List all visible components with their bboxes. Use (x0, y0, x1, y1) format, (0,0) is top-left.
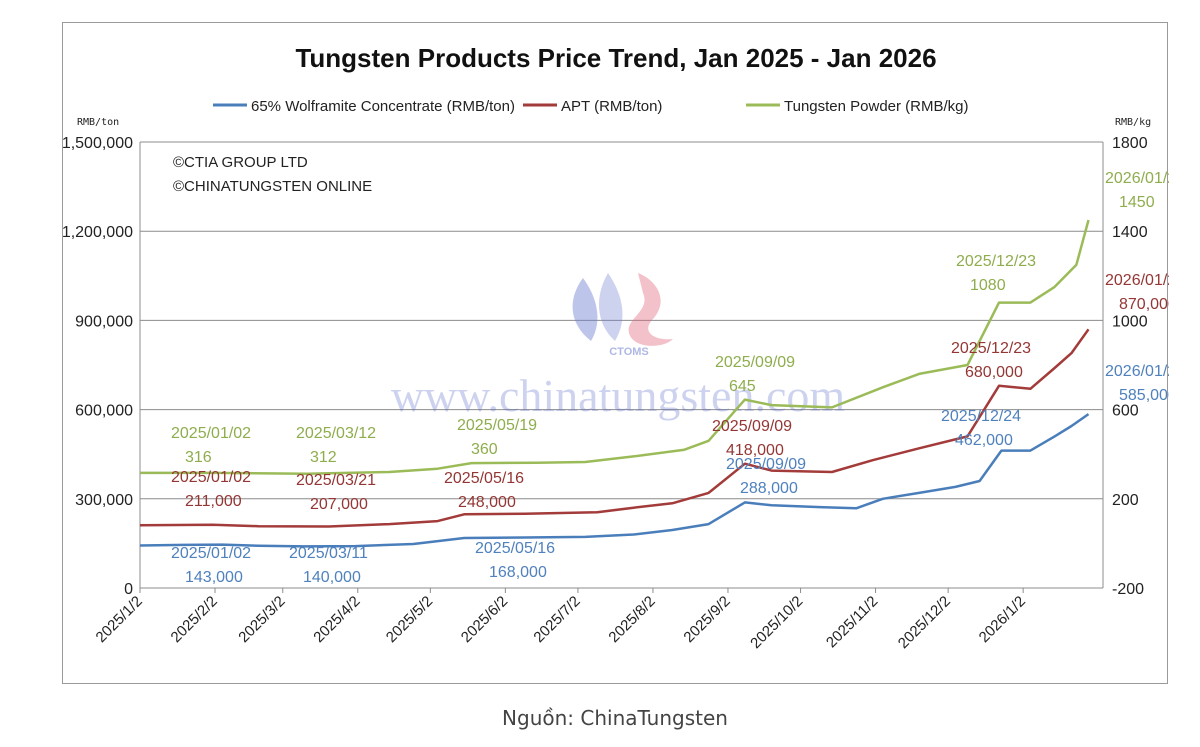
data-label-date: 2025/03/11 (289, 545, 368, 562)
data-label-value: 585,000 (1119, 387, 1169, 404)
copyright-text: ©CHINATUNGSTEN ONLINE (173, 178, 372, 195)
data-label-value: 288,000 (740, 480, 798, 497)
data-label-date: 2025/03/12 (296, 425, 376, 442)
y-left-unit: RMB/ton (77, 117, 119, 128)
data-label-value: 870,000 (1119, 296, 1169, 313)
y-left-tick-label: 1,200,000 (63, 224, 133, 241)
x-tick-label: 2025/3/2 (235, 593, 288, 646)
data-label-value: 248,000 (458, 494, 516, 511)
data-label-value: 418,000 (726, 442, 784, 459)
y-left-tick-label: 300,000 (75, 492, 133, 509)
series-line (139, 328, 1090, 528)
y-left-tick-label: 900,000 (75, 313, 133, 330)
data-label-value: 316 (185, 449, 212, 466)
data-label-value: 312 (310, 449, 337, 466)
data-label-date: 2025/09/09 (712, 418, 792, 435)
data-label-date: 2025/01/02 (171, 469, 251, 486)
data-label-value: 143,000 (185, 569, 243, 586)
x-tick-label: 2025/7/2 (530, 593, 583, 646)
x-tick-label: 2026/1/2 (976, 593, 1029, 646)
watermark-logo-shape (598, 273, 623, 341)
data-label-value: 462,000 (955, 432, 1013, 449)
legend-label: 65% Wolframite Concentrate (RMB/ton) (251, 98, 515, 115)
series-line (140, 219, 1090, 476)
y-right-unit: RMB/kg (1115, 117, 1151, 128)
data-label-value: 168,000 (489, 564, 547, 581)
y-right-tick-label: 600 (1112, 403, 1139, 420)
data-label-date: 2026/01/29 (1105, 363, 1169, 380)
data-label-date: 2025/05/16 (475, 540, 555, 557)
x-tick-label: 2025/4/2 (310, 593, 363, 646)
source-caption: Nguồn: ChinaTungsten (502, 706, 728, 730)
watermark-logo-shape (628, 273, 673, 346)
x-tick-label: 2025/9/2 (680, 593, 733, 646)
data-label-date: 2025/09/09 (726, 456, 806, 473)
price-trend-chart: Tungsten Products Price Trend, Jan 2025 … (63, 43, 1169, 652)
y-right-tick-label: 1400 (1112, 224, 1148, 241)
data-label-date: 2025/12/23 (956, 253, 1036, 270)
data-label-date: 2025/05/19 (457, 417, 537, 434)
x-tick-label: 2025/11/2 (823, 593, 881, 651)
data-label-value: 211,000 (185, 493, 242, 510)
x-tick-label: 2025/1/2 (93, 593, 146, 646)
watermark-logo-text: CTOMS (609, 346, 649, 358)
data-label-value: 680,000 (965, 364, 1023, 381)
data-label-value: 140,000 (303, 569, 361, 586)
y-right-tick-label: 1800 (1112, 135, 1148, 152)
data-label-value: 1080 (970, 277, 1006, 294)
legend-label: APT (RMB/ton) (561, 98, 662, 115)
x-tick-label: 2025/6/2 (458, 593, 511, 646)
x-tick-label: 2025/2/2 (168, 593, 221, 646)
x-tick-label: 2025/8/2 (605, 593, 658, 646)
data-label-date: 2025/12/24 (941, 408, 1021, 425)
series-line (139, 413, 1090, 548)
chart-frame: Tungsten Products Price Trend, Jan 2025 … (62, 22, 1169, 684)
y-right-tick-label: -200 (1112, 581, 1144, 598)
y-right-tick-label: 1000 (1112, 313, 1148, 330)
copyright-text: ©CTIA GROUP LTD (173, 154, 308, 171)
y-left-tick-label: 0 (124, 581, 133, 598)
watermark-site-text: www.chinatungsten.com (391, 370, 846, 421)
data-label-date: 2025/09/09 (715, 354, 795, 371)
data-label-value: 207,000 (310, 496, 368, 513)
x-tick-label: 2025/10/2 (747, 593, 806, 652)
data-label-date: 2025/05/16 (444, 470, 524, 487)
data-label-date: 2026/01/29 (1105, 170, 1169, 187)
y-left-tick-label: 600,000 (75, 403, 133, 420)
x-tick-label: 2025/5/2 (383, 593, 436, 646)
data-label-date: 2025/12/23 (951, 340, 1031, 357)
data-label-date: 2026/01/29 (1105, 272, 1169, 289)
data-label-value: 645 (729, 378, 756, 395)
data-label-date: 2025/01/02 (171, 545, 251, 562)
y-right-tick-label: 200 (1112, 492, 1139, 509)
data-label-value: 360 (471, 441, 498, 458)
data-label-date: 2025/01/02 (171, 425, 251, 442)
data-label-date: 2025/03/21 (296, 472, 376, 489)
legend-label: Tungsten Powder (RMB/kg) (784, 98, 969, 115)
watermark-logo-shape (572, 278, 598, 341)
chart-title: Tungsten Products Price Trend, Jan 2025 … (295, 43, 936, 73)
data-label-value: 1450 (1119, 194, 1155, 211)
x-tick-label: 2025/12/2 (895, 593, 954, 652)
y-left-tick-label: 1,500,000 (63, 135, 133, 152)
